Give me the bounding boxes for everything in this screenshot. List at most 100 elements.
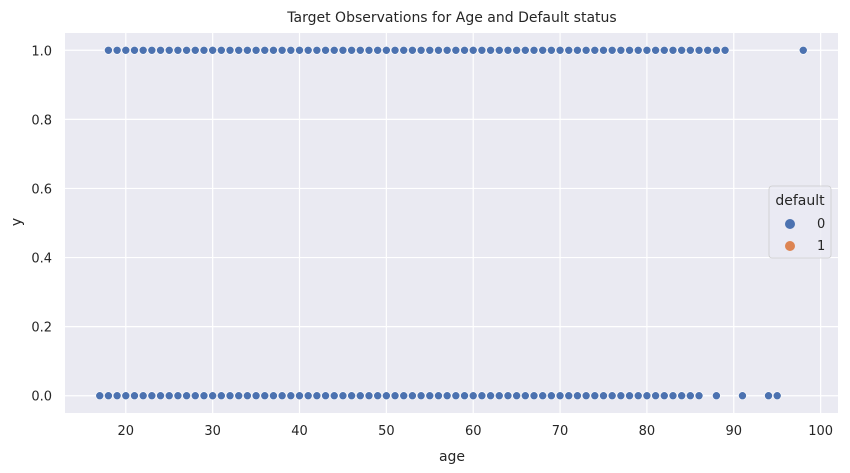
data-point (234, 45, 244, 55)
data-point (173, 391, 183, 401)
x-tick-label: 80 (639, 424, 656, 439)
legend-title: default (775, 193, 825, 209)
data-point (712, 391, 721, 401)
legend-box (768, 185, 832, 259)
data-point (633, 45, 643, 55)
data-point (538, 45, 547, 55)
data-point (477, 391, 487, 401)
data-point (720, 45, 730, 55)
data-point (312, 391, 322, 401)
data-point (590, 45, 600, 55)
data-point (659, 391, 669, 401)
data-point (130, 391, 139, 401)
grid-lines (65, 33, 838, 413)
data-point (434, 391, 443, 401)
data-point (373, 391, 382, 401)
data-point (677, 391, 686, 401)
data-point (694, 45, 704, 55)
data-point (442, 45, 452, 55)
data-point (451, 391, 461, 401)
data-point (599, 391, 608, 401)
data-point (356, 45, 365, 55)
data-point (173, 45, 183, 55)
data-point (269, 45, 278, 55)
data-point (581, 45, 591, 55)
data-point (208, 391, 217, 401)
x-axis-ticks: 20 30 40 50 60 70 80 90 100 (118, 424, 834, 439)
data-point (321, 391, 330, 401)
x-tick-label: 40 (291, 424, 308, 439)
data-point (390, 391, 400, 401)
data-point (798, 45, 808, 55)
x-tick-label: 60 (465, 424, 482, 439)
data-point (260, 391, 270, 401)
y-tick-label: 0.0 (31, 390, 52, 405)
data-point (772, 391, 782, 401)
data-point (234, 391, 244, 401)
data-point (390, 45, 400, 55)
data-point (408, 391, 417, 401)
data-point (651, 391, 660, 401)
data-point (217, 45, 226, 55)
data-point (408, 45, 417, 55)
data-point (347, 391, 356, 401)
y-axis-ticks: 0.0 0.2 0.4 0.6 0.8 1.0 (31, 44, 52, 404)
data-point (703, 45, 713, 55)
data-point (303, 391, 313, 401)
data-point (190, 45, 200, 55)
data-point (138, 391, 148, 401)
data-point (512, 391, 521, 401)
data-point (208, 45, 217, 55)
x-tick-label: 50 (378, 424, 395, 439)
data-point (581, 391, 591, 401)
data-point (633, 391, 643, 401)
data-point (269, 391, 278, 401)
data-point (659, 45, 669, 55)
data-point (564, 45, 574, 55)
data-point (225, 45, 235, 55)
data-point (373, 45, 382, 55)
data-point (712, 45, 721, 55)
data-point (738, 391, 747, 401)
data-point (764, 391, 773, 401)
data-point (573, 391, 582, 401)
data-point (243, 391, 252, 401)
data-point (399, 391, 409, 401)
data-point (295, 391, 304, 401)
data-point (425, 45, 435, 55)
data-point (164, 391, 174, 401)
data-point (277, 45, 287, 55)
data-point (416, 391, 426, 401)
data-point (442, 391, 452, 401)
x-tick-label: 20 (118, 424, 135, 439)
data-point (338, 45, 348, 55)
data-point (182, 45, 191, 55)
data-point (416, 45, 426, 55)
data-point (486, 391, 495, 401)
data-point (555, 391, 565, 401)
data-point (538, 391, 547, 401)
data-point (138, 45, 148, 55)
data-point (521, 45, 530, 55)
data-point (295, 45, 304, 55)
x-tick-label: 70 (552, 424, 569, 439)
data-point (182, 391, 191, 401)
data-point (260, 45, 270, 55)
data-point (104, 45, 113, 55)
plot-area (65, 33, 838, 413)
data-point (190, 391, 200, 401)
data-point (529, 45, 539, 55)
y-tick-label: 0.4 (31, 252, 52, 267)
data-point (364, 45, 374, 55)
data-point (547, 391, 556, 401)
data-point (286, 45, 296, 55)
data-points (95, 45, 808, 401)
data-point (686, 391, 695, 401)
data-point (156, 45, 165, 55)
data-point (590, 391, 600, 401)
y-tick-label: 0.8 (31, 113, 52, 128)
data-point (199, 391, 209, 401)
data-point (147, 45, 157, 55)
data-point (468, 391, 478, 401)
